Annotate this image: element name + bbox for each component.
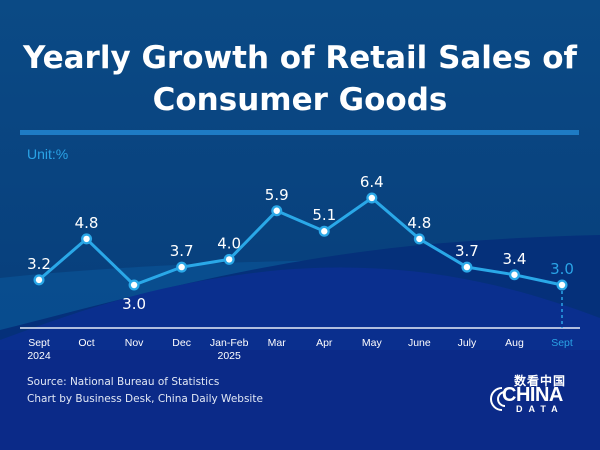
data-label: 5.1 xyxy=(312,206,336,224)
x-tick-label: Dec xyxy=(172,337,191,349)
data-point xyxy=(178,263,185,271)
source-text: Source: National Bureau of Statistics xyxy=(27,376,220,388)
chart-title-line2: Consumer Goods xyxy=(152,82,448,118)
logo-cn-text: 数看中国 xyxy=(514,374,567,388)
x-tick-label: June xyxy=(408,337,431,349)
data-point xyxy=(83,235,90,243)
x-tick-label: 2024 xyxy=(27,350,51,362)
data-point xyxy=(511,271,518,278)
signal-arcs-icon xyxy=(490,387,506,411)
x-tick-label: Sept xyxy=(28,337,50,349)
data-point xyxy=(35,276,43,284)
data-point xyxy=(225,256,233,263)
china-data-logo: 数看中国 CHINA DATA xyxy=(488,372,578,418)
data-point xyxy=(416,235,423,243)
unit-label: Unit:% xyxy=(27,146,69,162)
data-point xyxy=(130,281,138,289)
data-label: 4.8 xyxy=(407,214,431,232)
data-label: 3.0 xyxy=(122,295,146,313)
x-tick-label: July xyxy=(458,337,477,349)
data-label: 3.4 xyxy=(503,250,527,268)
x-tick-label: Jan-Feb xyxy=(210,337,249,349)
data-label: 3.2 xyxy=(27,255,51,273)
x-tick-label: May xyxy=(362,337,383,349)
title-divider xyxy=(20,130,579,135)
x-tick-label: Oct xyxy=(78,337,94,349)
data-label: 4.0 xyxy=(217,234,241,252)
data-label: 3.7 xyxy=(455,242,479,260)
x-tick-label: Sept xyxy=(551,337,573,349)
chart-title-line1: Yearly Growth of Retail Sales of xyxy=(23,40,577,76)
data-label: 3.0 xyxy=(550,260,574,278)
data-point xyxy=(368,194,376,202)
data-label: 3.7 xyxy=(170,242,194,260)
x-tick-label: Apr xyxy=(316,337,333,349)
data-point xyxy=(463,263,471,271)
data-label: 6.4 xyxy=(360,173,384,191)
series-line xyxy=(38,196,563,287)
x-tick-label: 2025 xyxy=(218,350,242,362)
data-label: 4.8 xyxy=(75,214,99,232)
data-label: 5.9 xyxy=(265,186,289,204)
credit-text: Chart by Business Desk, China Daily Webs… xyxy=(27,393,263,405)
x-tick-label: Nov xyxy=(125,337,144,349)
data-point xyxy=(273,207,280,214)
x-tick-label: Mar xyxy=(268,337,287,349)
x-tick-label: Aug xyxy=(505,337,524,349)
data-point xyxy=(558,281,566,289)
logo-china-text: CHINA xyxy=(502,384,563,406)
logo-data-text: DATA xyxy=(516,404,564,414)
data-point xyxy=(321,228,328,235)
